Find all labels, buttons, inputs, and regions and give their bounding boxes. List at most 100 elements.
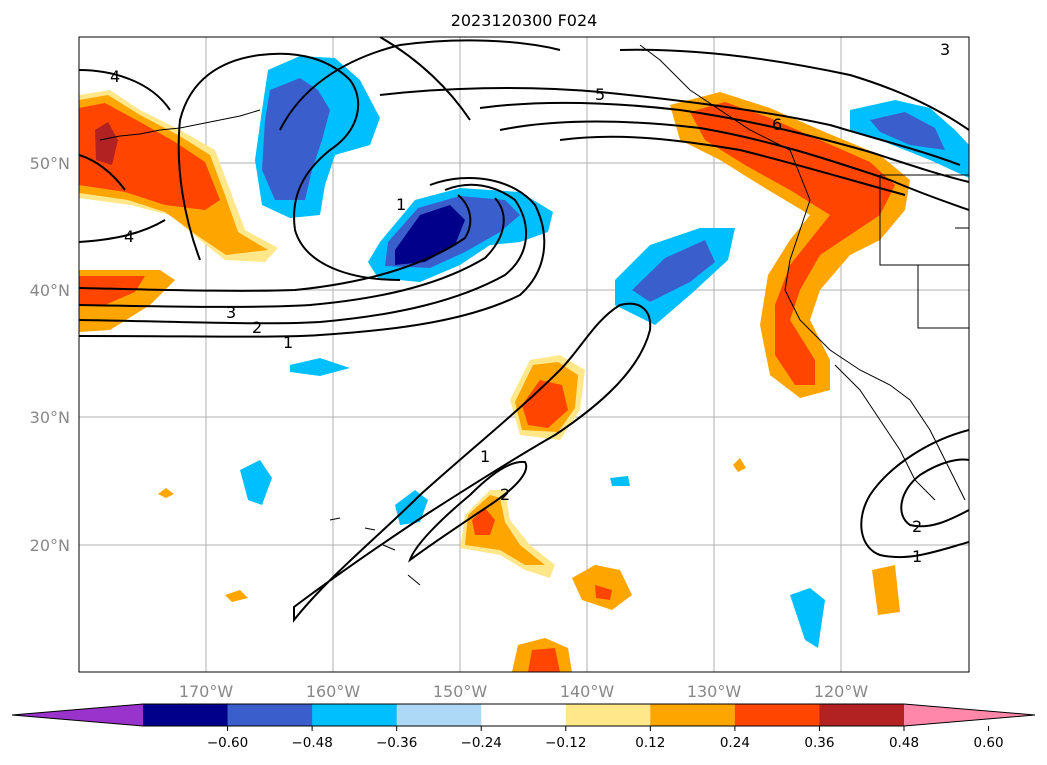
contour-label: 2 <box>252 318 262 337</box>
lat-label-20n: 20°N <box>30 536 70 555</box>
contour-label: 2 <box>500 485 510 504</box>
contour-1-west <box>79 177 546 338</box>
contour-label: 3 <box>226 303 236 322</box>
contour-left-top <box>79 69 171 111</box>
warm-anomaly-bottom-high <box>528 648 560 672</box>
contour-lines <box>79 37 969 623</box>
warm-anomaly-small2 <box>158 488 174 498</box>
map-title: 2023120300 F024 <box>451 11 598 30</box>
cold-anomaly-small4 <box>790 588 825 648</box>
contour-left-4 <box>79 219 166 243</box>
cold-anomaly-small3 <box>395 490 428 525</box>
colorbar-segment <box>312 704 398 726</box>
lon-label-170w: 170°W <box>179 682 234 701</box>
contour-upper-loop <box>177 52 401 281</box>
colorbar-tick-label: −0.24 <box>461 735 502 751</box>
contour-north-2 <box>379 37 471 121</box>
colorbar-tick-label: −0.60 <box>207 735 248 751</box>
coastlines <box>99 44 969 586</box>
colorbar-segment <box>650 704 736 726</box>
map-frame <box>78 36 970 673</box>
lon-label-150w: 150°W <box>433 682 488 701</box>
colorbar-outline <box>11 703 1036 727</box>
contour-northeast <box>619 48 969 131</box>
lat-label-40n: 40°N <box>30 281 70 300</box>
colorbar-tick-label: −0.48 <box>291 735 332 751</box>
cold-anomaly-small2 <box>240 460 272 505</box>
warm-anomaly-small1 <box>225 590 248 602</box>
us-states <box>879 174 969 329</box>
baja-coast <box>834 364 936 501</box>
warm-anomaly-south-high <box>472 508 495 535</box>
contour-1-southeast <box>860 429 969 559</box>
colorbar: −0.60 −0.48 −0.36 −0.24 −0.12 0.12 0.24 0.36 0.4… <box>11 703 1036 751</box>
map-panel: 1 2 3 4 5 6 4 1 2 1 1 2 3 <box>78 36 970 673</box>
colorbar-tick-label: −0.36 <box>376 735 417 751</box>
warm-anomaly-west2-high <box>79 276 145 305</box>
warm-anomaly-small3 <box>733 458 746 472</box>
cold-anomaly-center-core <box>395 205 465 265</box>
warm-anomaly-baja <box>872 565 900 615</box>
warm-anomaly-west-high <box>79 103 220 210</box>
aleutian-islands <box>99 109 261 141</box>
contour-left-4b <box>79 154 126 191</box>
contour-label: 1 <box>396 195 406 214</box>
contour-label: 3 <box>940 40 950 59</box>
contour-ridge <box>499 120 969 211</box>
contour-label: 1 <box>283 333 293 352</box>
colorbar-tick-label: 0.24 <box>720 735 750 751</box>
colorbar-segment <box>734 704 820 726</box>
colorbar-segment <box>227 704 313 726</box>
warm-anomaly-west-core <box>95 122 118 165</box>
contour-5-east <box>379 87 961 166</box>
latitude-labels: 50°N 40°N 30°N 20°N <box>30 154 70 555</box>
colorbar-tick-label: 0.12 <box>635 735 665 751</box>
contour-label: 6 <box>772 115 782 134</box>
colorbar-tick-label: 0.60 <box>974 735 1004 751</box>
contour-label: 1 <box>480 447 490 466</box>
colorbar-tick-label: −0.12 <box>545 735 586 751</box>
colorbar-segment <box>143 704 229 726</box>
colorbar-tick-label: 0.48 <box>889 735 919 751</box>
contour-3-west <box>79 197 505 308</box>
contour-4-west <box>79 194 472 292</box>
lon-label-120w: 120°W <box>814 682 869 701</box>
colorbar-tick-label: 0.36 <box>804 735 834 751</box>
warm-anomaly-central-high <box>522 380 568 428</box>
colorbar-extend-max <box>904 704 1035 726</box>
lat-label-50n: 50°N <box>30 154 70 173</box>
warm-anomaly-se1-high <box>595 585 612 600</box>
contour-north <box>279 39 561 131</box>
lon-label-130w: 130°W <box>687 682 742 701</box>
contour-6-east <box>479 101 969 183</box>
cold-anomaly-north-mid <box>262 78 330 200</box>
colorbar-segment <box>819 704 905 726</box>
hawaiian-islands <box>329 517 421 586</box>
lon-label-140w: 140°W <box>560 682 615 701</box>
colorbar-extend-min <box>12 704 143 726</box>
contour-2-southeast <box>900 458 969 528</box>
north-america-coast <box>639 44 966 501</box>
warm-anomaly-coast-high <box>690 102 895 385</box>
contour-high-east <box>559 135 906 196</box>
longitude-labels: 170°W 160°W 150°W 140°W 130°W 120°W <box>179 682 869 701</box>
contour-2-inner <box>408 460 528 563</box>
colorbar-segment <box>481 704 567 726</box>
cold-anomaly-small5 <box>610 476 630 486</box>
cold-anomaly-northeast-mid <box>870 112 945 150</box>
colorbar-segment <box>565 704 651 726</box>
cold-anomaly-small1 <box>290 358 350 376</box>
contour-label: 1 <box>912 547 922 566</box>
contour-label: 5 <box>595 85 605 104</box>
lon-label-160w: 160°W <box>306 682 361 701</box>
lat-label-30n: 30°N <box>30 408 70 427</box>
cold-anomaly-east-mid <box>632 240 715 302</box>
shaded-fields <box>79 56 969 672</box>
contour-label: 4 <box>110 67 120 86</box>
contour-label: 4 <box>124 227 134 246</box>
contour-labels: 1 2 3 4 5 6 4 1 2 1 1 2 3 <box>110 40 950 566</box>
map-background <box>79 37 969 672</box>
colorbar-segment <box>396 704 482 726</box>
contour-1-elongated <box>293 302 652 623</box>
